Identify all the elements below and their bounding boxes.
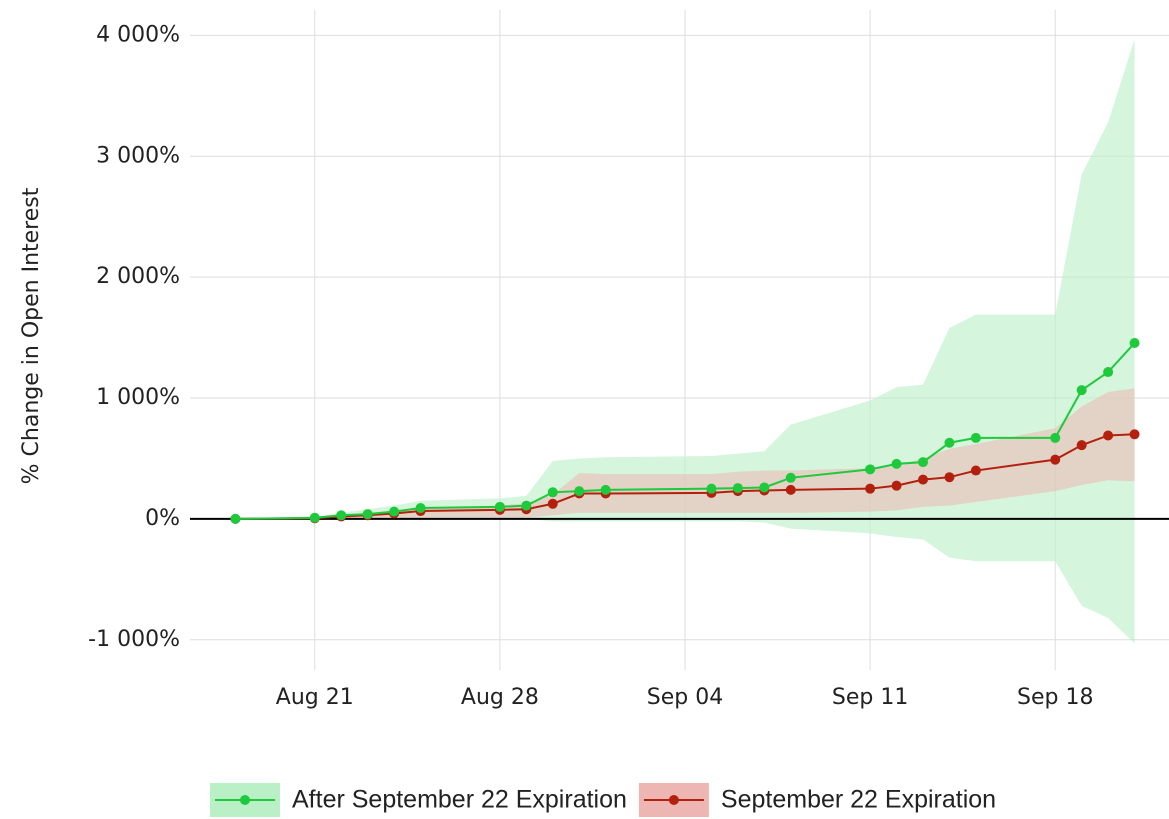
x-tick-label: Aug 28: [461, 685, 539, 710]
confidence-band: [235, 388, 1135, 519]
data-point: [494, 501, 505, 512]
data-point: [944, 437, 955, 448]
data-point: [1076, 385, 1087, 396]
y-tick-label: -1 000%: [88, 627, 180, 652]
data-point: [547, 498, 558, 509]
data-point: [600, 484, 611, 495]
data-point: [415, 503, 426, 514]
data-point: [706, 483, 717, 494]
data-point: [970, 432, 981, 443]
data-point: [785, 484, 796, 495]
data-point: [970, 465, 981, 476]
data-point: [309, 512, 320, 523]
data-point: [336, 510, 347, 521]
y-tick-label: 3 000%: [96, 143, 180, 168]
data-point: [1076, 440, 1087, 451]
data-point: [1103, 367, 1114, 378]
y-tick-label: 4 000%: [96, 22, 180, 47]
x-tick-label: Sep 04: [647, 685, 723, 710]
data-point: [1129, 338, 1140, 349]
x-tick-label: Sep 18: [1017, 685, 1093, 710]
data-point: [230, 513, 241, 524]
y-tick-label: 0%: [145, 506, 180, 531]
y-tick-label: 1 000%: [96, 385, 180, 410]
y-axis-label: % Change in Open Interest: [19, 187, 44, 484]
x-tick-label: Sep 11: [832, 685, 908, 710]
data-point: [1050, 432, 1061, 443]
data-point: [891, 458, 902, 469]
data-point: [362, 509, 373, 520]
y-tick-label: 2 000%: [96, 264, 180, 289]
data-point: [865, 464, 876, 475]
data-point: [865, 483, 876, 494]
data-point: [1129, 429, 1140, 440]
data-point: [521, 500, 532, 511]
x-tick-label: Aug 21: [276, 685, 354, 710]
legend-key-point: [668, 795, 679, 805]
data-point: [891, 480, 902, 491]
legend-label: September 22 Expiration: [721, 786, 996, 814]
data-point: [918, 474, 928, 485]
data-point: [785, 472, 796, 483]
data-point: [574, 486, 585, 497]
data-point: [1050, 454, 1061, 465]
data-point: [732, 483, 743, 494]
data-point: [918, 457, 928, 468]
data-point: [389, 506, 400, 517]
data-point: [547, 487, 558, 498]
legend-key-point: [240, 795, 250, 805]
data-point: [759, 482, 770, 493]
legend-label: After September 22 Expiration: [292, 786, 627, 814]
data-point: [944, 472, 955, 483]
data-point: [1103, 430, 1114, 441]
